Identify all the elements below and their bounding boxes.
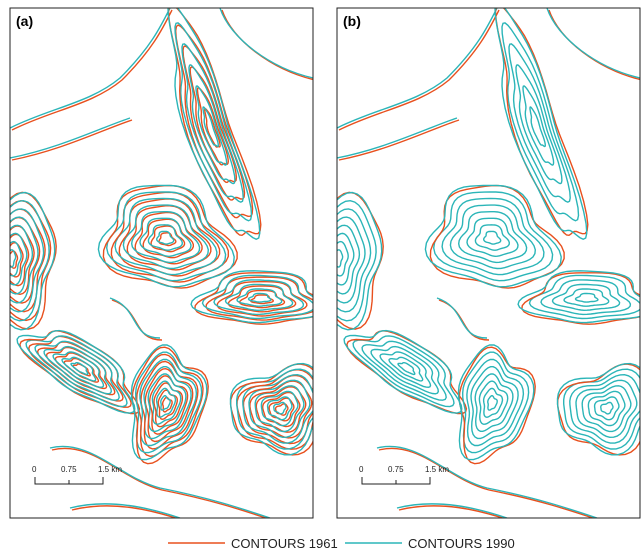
contour-line [220,8,313,78]
contour-line [588,391,625,425]
contour-line [576,294,598,303]
contour-line [570,375,643,443]
contour-line [484,231,501,244]
contour-line [564,289,609,306]
contour-line [475,225,509,250]
scale-label: 0.75 [388,465,404,474]
scale-bar [35,477,430,484]
scale-label: 1.5 km [425,465,449,474]
contour-line [595,397,619,420]
contour-line [70,504,180,518]
contour-line [389,357,423,381]
contour-line [576,380,637,437]
contour-line [6,251,18,268]
panel-frame [10,8,313,518]
contours-b [289,2,643,520]
contour-line [337,8,497,128]
scale-label: 0 [359,465,364,474]
contour-line [307,217,365,303]
legend-label: CONTOURS 1961 [231,536,338,551]
contour-line [10,118,130,158]
panel-label: (b) [343,13,361,29]
contour-line [398,363,415,375]
contour-line [112,300,162,340]
panel-frame [337,8,640,518]
scale-label: 0.75 [61,465,77,474]
contour-line [484,389,503,418]
contour-line [509,44,570,202]
contour-line [549,10,642,80]
contour-line [547,8,640,78]
scale-label: 0 [32,465,37,474]
contour-line [12,10,172,130]
contour-line [110,298,160,338]
scale-label: 1.5 km [98,465,122,474]
contours-a [0,2,330,520]
contour-line [450,205,535,268]
contour-line [10,8,170,128]
contour-line [337,118,457,158]
contour-line [339,10,499,130]
contour-line [397,504,507,518]
contour-line [222,10,315,80]
contour-line [471,367,518,439]
contour-line [601,403,613,414]
legend: CONTOURS 1961 CONTOURS 1990 [168,536,515,551]
contour-line [439,300,489,340]
contour-line [319,233,354,285]
contour-line [437,298,487,338]
panel-label: (a) [16,13,33,29]
legend-label: CONTOURS 1990 [408,536,515,551]
contour-line [488,396,497,410]
